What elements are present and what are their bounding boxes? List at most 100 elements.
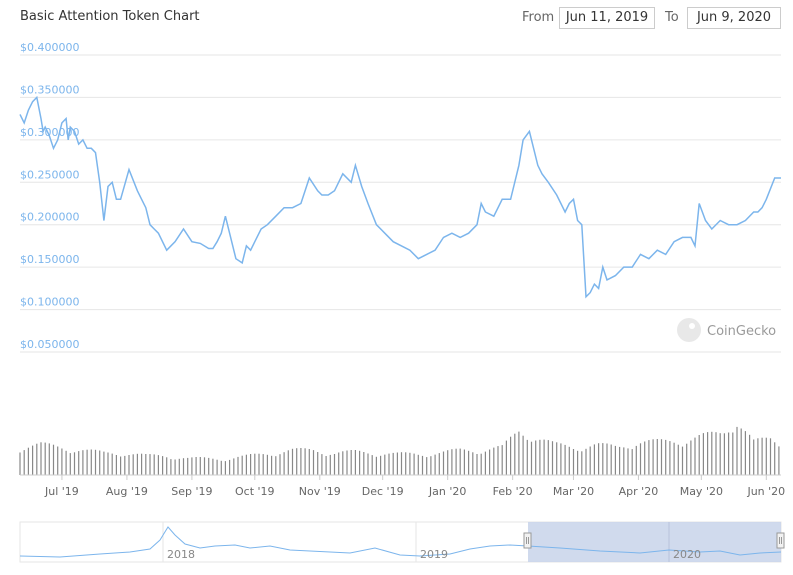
volume-bar [711,431,713,475]
volume-bar [191,457,193,475]
volume-bar [224,461,226,475]
x-tick-label: Jul '19 [44,485,79,498]
to-date-input[interactable]: Jun 9, 2020 [687,7,781,29]
volume-bar [480,453,482,475]
navigator-tick-2018: 2018 [167,548,195,561]
volume-bar [162,456,164,475]
volume-bars [19,426,780,475]
volume-bar [291,448,294,475]
volume-bar [589,446,591,475]
volume-bar [581,451,583,475]
volume-bar [216,459,218,475]
volume-bar [665,439,667,475]
from-date-input[interactable]: Jun 11, 2019 [559,7,655,29]
volume-bar [308,449,310,475]
x-axis: Jul '19 Aug '19 Sep '19 Oct '19 Nov '19 Dec '… [20,474,785,498]
volume-bar [57,446,59,475]
volume-bar [65,450,67,475]
volume-bar [52,444,55,475]
volume-bar [178,458,180,475]
volume-bar [61,448,63,475]
y-axis: $0.400000 $0.350000 $0.300000 $0.250000 $0.2… [20,41,80,351]
volume-bar [220,460,222,475]
volume-bar [639,443,642,475]
volume-bar [652,439,654,475]
volume-bar [325,456,327,475]
volume-bar [124,455,126,475]
volume-bar [409,452,411,475]
x-tick-label: Feb '20 [493,485,533,498]
volume-bar [774,442,776,475]
volume-bar [669,441,671,475]
x-tick-label: Dec '19 [362,485,404,498]
volume-bar [447,450,449,475]
chart-title: Basic Attention Token Chart [20,9,200,24]
volume-bar [99,450,101,475]
volume-bar [208,457,210,475]
volume-bar [82,450,84,475]
navigator-handle-left[interactable] [523,532,532,549]
volume-bar [648,440,650,475]
volume-bar [610,444,612,475]
volume-bar [413,453,415,475]
volume-bar [430,456,432,475]
volume-bar [304,448,306,475]
volume-bar [421,455,424,475]
volume-bar [761,437,763,475]
volume-bar [572,449,575,475]
volume-bar [229,459,231,475]
volume-bar [501,445,503,475]
volume-bar [728,432,730,475]
volume-bar [585,448,587,475]
volume-bar [149,454,151,475]
volume-bar [522,435,524,475]
volume-bar [472,452,474,475]
volume-bar [530,441,533,475]
volume-bar [241,455,243,475]
volume-bar [514,433,516,475]
volume-bar [715,432,717,475]
volume-bar [338,452,340,475]
volume-bar [250,454,252,475]
volume-bar [266,454,268,475]
volume-bar [333,454,336,475]
volume-bar [317,452,319,475]
volume-bar [107,452,109,475]
volume-bar [468,450,470,475]
volume-bar [141,453,143,475]
navigator-selected-range[interactable] [528,522,781,562]
volume-bar [371,455,373,475]
volume-bar [623,447,625,475]
volume-bar [342,451,344,475]
volume-bar [627,448,629,475]
volume-bar [602,443,604,475]
volume-bar [233,458,235,475]
volume-bar [400,452,403,475]
volume-bar [287,450,289,475]
volume-bar [120,456,122,475]
navigator[interactable]: 2018 2019 2020 [19,521,785,563]
volume-bar [577,450,579,475]
volume-bar [388,453,390,475]
x-tick-label: Oct '19 [235,485,275,498]
y-tick-label: $0.300000 [20,126,80,139]
x-tick-label: May '20 [680,485,723,498]
navigator-handle-right[interactable] [776,532,785,549]
volume-bar [350,450,352,475]
volume-bar [363,452,365,475]
y-tick-label: $0.400000 [20,41,80,54]
volume-bar [426,457,428,475]
volume-bar [94,449,97,475]
volume-bar [283,452,285,475]
coingecko-watermark: CoinGecko [677,318,776,342]
volume-bar [48,443,50,475]
volume-bar [677,444,679,475]
y-tick-label: $0.250000 [20,168,80,181]
y-tick-label: $0.050000 [20,338,80,351]
volume-bar [568,446,570,475]
volume-bar [535,440,537,475]
volume-bar [367,453,369,475]
volume-bar [195,457,197,475]
gecko-eye-icon [689,323,695,329]
volume-bar [212,458,214,475]
